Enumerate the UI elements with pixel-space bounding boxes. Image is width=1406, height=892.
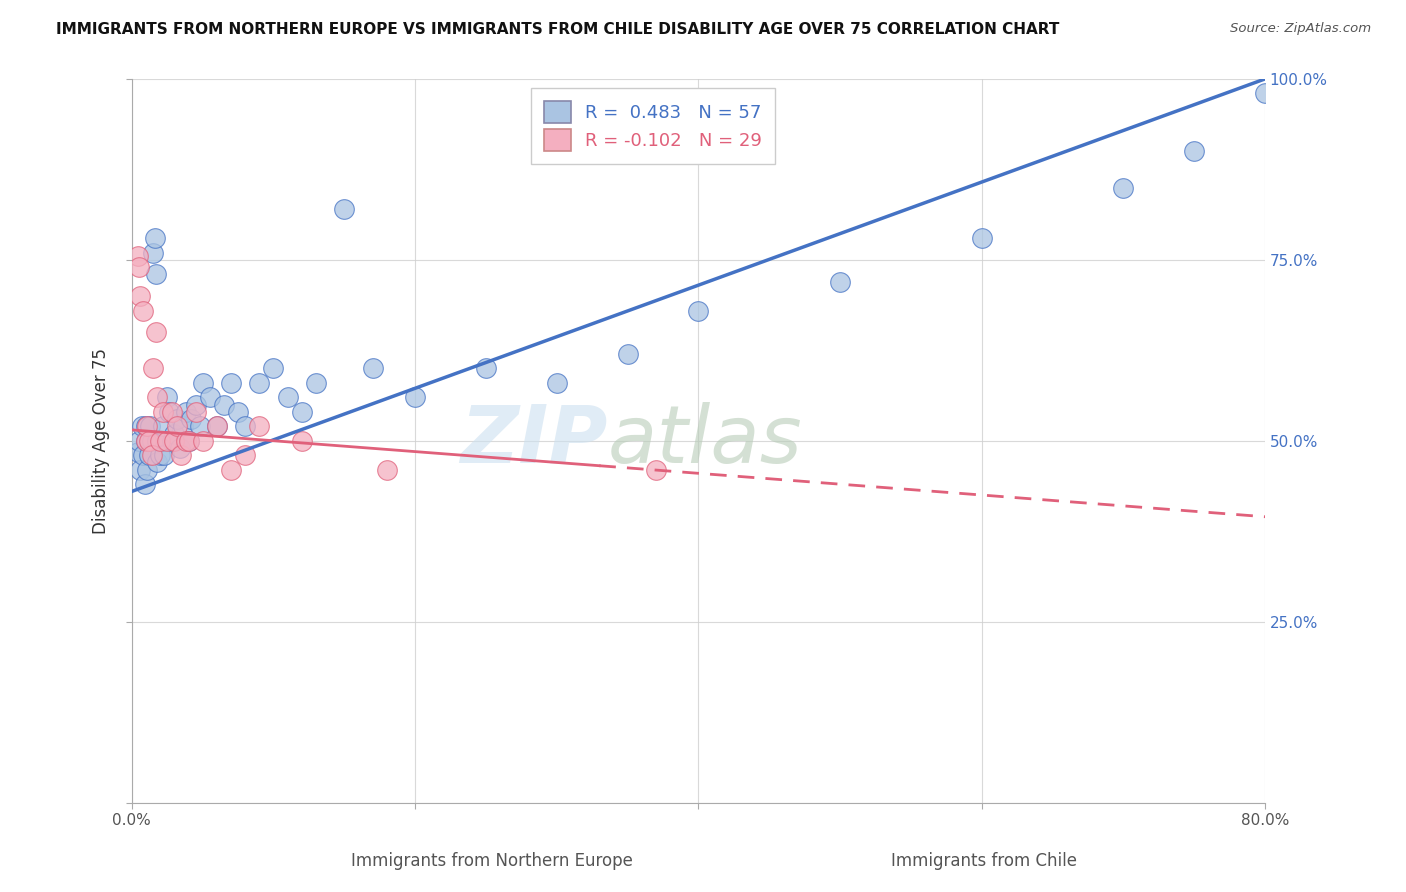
Point	[135, 434, 157, 448]
Point	[135, 434, 157, 448]
Point	[153, 448, 176, 462]
Point	[219, 463, 242, 477]
Text: ZIP: ZIP	[460, 401, 607, 480]
Point	[305, 376, 328, 390]
Point	[156, 434, 179, 448]
Point	[404, 390, 426, 404]
Point	[546, 376, 568, 390]
Point	[146, 455, 169, 469]
Point	[184, 398, 207, 412]
Point	[263, 361, 285, 376]
Point	[174, 405, 197, 419]
Point	[152, 419, 174, 434]
Point	[184, 405, 207, 419]
Point	[166, 412, 188, 426]
Point	[226, 405, 249, 419]
Point	[145, 325, 167, 339]
Point	[136, 463, 159, 477]
Point	[134, 477, 156, 491]
Text: atlas: atlas	[607, 401, 803, 480]
Point	[291, 405, 314, 419]
Point	[128, 260, 150, 274]
Point	[128, 434, 150, 448]
Point	[475, 361, 498, 376]
Point	[205, 419, 228, 434]
Point	[149, 448, 172, 462]
Point	[129, 289, 152, 303]
Point	[136, 419, 159, 434]
Point	[152, 405, 174, 419]
Point	[233, 419, 256, 434]
Point	[141, 434, 163, 448]
Point	[205, 419, 228, 434]
Point	[129, 463, 152, 477]
Text: Source: ZipAtlas.com: Source: ZipAtlas.com	[1230, 22, 1371, 36]
Point	[616, 347, 638, 361]
Point	[170, 448, 193, 462]
Point	[157, 405, 180, 419]
Point	[142, 245, 165, 260]
Point	[127, 444, 149, 458]
Point	[127, 249, 149, 263]
Point	[361, 361, 384, 376]
Y-axis label: Disability Age Over 75: Disability Age Over 75	[93, 348, 110, 533]
Point	[132, 448, 155, 462]
Point	[146, 390, 169, 404]
Point	[141, 448, 163, 462]
Point	[375, 463, 398, 477]
Point	[247, 419, 270, 434]
Point	[139, 419, 162, 434]
Point	[212, 398, 235, 412]
Point	[143, 231, 166, 245]
Point	[132, 303, 155, 318]
Point	[169, 441, 191, 455]
Point	[166, 419, 188, 434]
Point	[333, 202, 356, 217]
Point	[149, 434, 172, 448]
Point	[291, 434, 314, 448]
Point	[191, 434, 214, 448]
Point	[247, 376, 270, 390]
Point	[233, 448, 256, 462]
Point	[177, 434, 200, 448]
Point	[644, 463, 666, 477]
Point	[1112, 180, 1135, 194]
Text: Immigrants from Northern Europe: Immigrants from Northern Europe	[352, 852, 633, 870]
Point	[142, 361, 165, 376]
Point	[688, 303, 710, 318]
Point	[970, 231, 993, 245]
Point	[174, 434, 197, 448]
Point	[198, 390, 221, 404]
Text: Immigrants from Chile: Immigrants from Chile	[891, 852, 1077, 870]
Point	[219, 376, 242, 390]
Point	[160, 405, 183, 419]
Point	[188, 419, 211, 434]
Point	[150, 434, 173, 448]
Point	[163, 426, 186, 441]
Point	[163, 434, 186, 448]
Point	[180, 412, 202, 426]
Point	[1182, 145, 1205, 159]
Text: IMMIGRANTS FROM NORTHERN EUROPE VS IMMIGRANTS FROM CHILE DISABILITY AGE OVER 75 : IMMIGRANTS FROM NORTHERN EUROPE VS IMMIG…	[56, 22, 1060, 37]
Point	[145, 268, 167, 282]
Legend: R =  0.483   N = 57, R = -0.102   N = 29: R = 0.483 N = 57, R = -0.102 N = 29	[531, 88, 775, 163]
Point	[172, 419, 194, 434]
Point	[177, 434, 200, 448]
Point	[138, 434, 160, 448]
Point	[156, 390, 179, 404]
Point	[146, 434, 169, 448]
Point	[160, 434, 183, 448]
Point	[135, 419, 157, 434]
Point	[277, 390, 299, 404]
Point	[191, 376, 214, 390]
Point	[138, 448, 160, 462]
Point	[1254, 87, 1277, 101]
Point	[828, 275, 851, 289]
Point	[131, 419, 153, 434]
